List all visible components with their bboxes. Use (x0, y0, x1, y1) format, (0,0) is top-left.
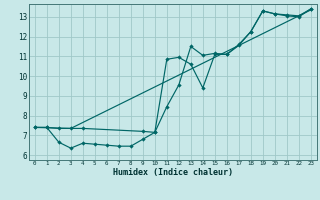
X-axis label: Humidex (Indice chaleur): Humidex (Indice chaleur) (113, 168, 233, 177)
